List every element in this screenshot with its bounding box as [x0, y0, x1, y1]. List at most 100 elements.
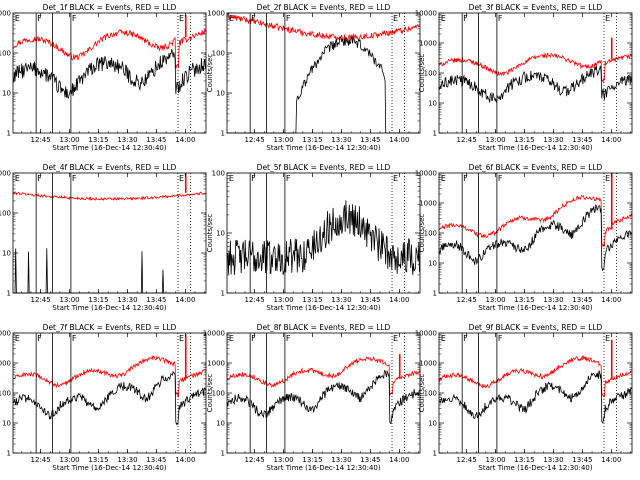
y-tick-label: 1 — [7, 290, 11, 298]
panel-title: Det_3f BLACK = Events, RED = LLD — [469, 3, 603, 12]
x-tick-label: 13:45 — [360, 136, 380, 144]
region-marker: E — [179, 334, 184, 343]
x-tick-label: 13:00 — [59, 136, 79, 144]
x-tick-label: 13:30 — [331, 296, 351, 304]
chart-panel-1: Det_1f BLACK = Events, RED = LLDEFFE1101… — [0, 3, 207, 152]
y-axis-label: Counts/sec — [418, 374, 426, 413]
y-tick-label: 10 — [216, 90, 225, 98]
region-marker: E — [179, 174, 184, 183]
x-tick-label: 13:15 — [302, 136, 322, 144]
x-tick-label: 13:45 — [572, 296, 592, 304]
x-tick-label: 13:45 — [360, 296, 380, 304]
x-tick-label: 13:15 — [88, 456, 108, 464]
region-marker: E — [441, 14, 446, 23]
region-marker: E — [229, 334, 234, 343]
y-tick-label: 1000 — [0, 360, 11, 368]
region-marker: F — [286, 174, 291, 183]
events-series-line — [13, 370, 206, 426]
region-marker: E — [605, 174, 610, 183]
panel-title: Det_4f BLACK = Events, RED = LLD — [43, 163, 177, 172]
y-tick-label: 10000 — [203, 330, 225, 338]
y-tick-label: 1000 — [0, 10, 11, 18]
panel-title: Det_5f BLACK = Events, RED = LLD — [257, 163, 391, 172]
x-tick-label: 13:00 — [273, 456, 293, 464]
x-tick-label: 13:30 — [543, 136, 563, 144]
x-tick-label: 13:45 — [360, 456, 380, 464]
events-series-line — [13, 248, 206, 294]
y-tick-label: 100 — [212, 170, 225, 178]
panel-title: Det_1f BLACK = Events, RED = LLD — [43, 3, 177, 12]
y-tick-label: 100 — [212, 50, 225, 58]
x-axis-label: Start Time (16-Dec-14 12:30:40) — [52, 464, 166, 472]
x-tick-label: 12:45 — [457, 296, 477, 304]
x-axis-label: Start Time (16-Dec-14 12:30:40) — [266, 304, 380, 312]
panel-title: Det_6f BLACK = Events, RED = LLD — [469, 163, 603, 172]
x-axis-label: Start Time (16-Dec-14 12:30:40) — [266, 464, 380, 472]
y-tick-label: 10000 — [0, 330, 11, 338]
y-tick-label: 1 — [433, 290, 437, 298]
y-tick-label: 10 — [2, 420, 11, 428]
x-tick-label: 13:30 — [543, 456, 563, 464]
x-tick-label: 12:45 — [457, 136, 477, 144]
lld-series-line — [438, 51, 632, 83]
lld-series-line — [12, 28, 206, 69]
lld-series-line — [12, 354, 206, 399]
region-marker: E — [15, 174, 20, 183]
region-marker: E — [393, 174, 398, 183]
x-tick-label: 12:45 — [31, 296, 51, 304]
x-tick-label: 12:45 — [457, 456, 477, 464]
chart-panel-7: Det_7f BLACK = Events, RED = LLDEFFE1101… — [0, 323, 207, 472]
x-tick-label: 14:00 — [601, 456, 621, 464]
x-tick-label: 13:00 — [485, 296, 505, 304]
panel-title: Det_7f BLACK = Events, RED = LLD — [43, 323, 177, 332]
x-tick-label: 13:45 — [572, 136, 592, 144]
region-marker: F — [37, 14, 42, 23]
x-tick-label: 13:30 — [331, 136, 351, 144]
x-tick-label: 13:45 — [572, 456, 592, 464]
y-axis-label: Counts/sec — [206, 374, 214, 413]
x-tick-label: 12:45 — [245, 136, 265, 144]
x-tick-label: 13:15 — [302, 296, 322, 304]
x-tick-label: 14:00 — [389, 136, 409, 144]
x-tick-label: 13:15 — [88, 296, 108, 304]
y-tick-label: 10000 — [415, 10, 437, 18]
x-tick-label: 13:30 — [117, 296, 137, 304]
x-tick-label: 14:00 — [175, 296, 195, 304]
y-tick-label: 10 — [428, 420, 437, 428]
lld-series-line — [226, 12, 420, 41]
region-marker: F — [251, 174, 256, 183]
x-tick-label: 12:45 — [31, 136, 51, 144]
region-marker: E — [179, 14, 184, 23]
y-tick-label: 10 — [216, 230, 225, 238]
events-series-line — [438, 65, 632, 103]
y-tick-label: 100 — [0, 50, 11, 58]
region-marker: F — [498, 14, 503, 23]
region-marker: F — [72, 334, 77, 343]
region-marker: F — [286, 334, 291, 343]
region-marker: F — [72, 174, 77, 183]
y-tick-label: 1000 — [207, 10, 225, 18]
y-tick-label: 1 — [433, 130, 437, 138]
x-tick-label: 13:00 — [59, 296, 79, 304]
y-tick-label: 100 — [212, 390, 225, 398]
region-marker: F — [286, 14, 291, 23]
region-marker: F — [463, 334, 468, 343]
x-tick-label: 13:15 — [302, 456, 322, 464]
region-marker: E — [15, 334, 20, 343]
x-tick-label: 13:00 — [59, 456, 79, 464]
panel-title: Det_9f BLACK = Events, RED = LLD — [469, 323, 603, 332]
y-tick-label: 10 — [216, 420, 225, 428]
y-axis-label: Counts/sec — [206, 214, 214, 253]
x-axis-label: Start Time (16-Dec-14 12:30:40) — [478, 464, 592, 472]
lld-series-line — [438, 354, 632, 398]
plot-frame — [438, 12, 633, 134]
y-tick-label: 10 — [2, 250, 11, 258]
x-tick-label: 13:00 — [273, 296, 293, 304]
region-marker: F — [37, 174, 42, 183]
x-tick-label: 13:45 — [146, 136, 166, 144]
x-tick-label: 13:00 — [485, 136, 505, 144]
